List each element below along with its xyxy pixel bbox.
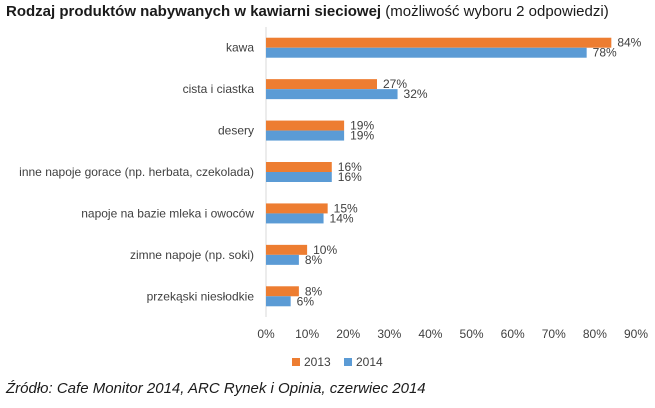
x-tick-label: 10%: [295, 327, 319, 341]
data-label: 8%: [305, 253, 323, 267]
data-label: 8%: [305, 284, 323, 298]
bar-2014: [266, 130, 345, 141]
bar-2014: [266, 296, 291, 307]
x-tick-label: 30%: [377, 327, 401, 341]
data-label: 6%: [297, 294, 315, 308]
legend-swatch-2014: [344, 358, 352, 366]
bar-2014: [266, 213, 324, 224]
category-label: zimne napoje (np. soki): [130, 248, 254, 262]
source-note: Źródło: Cafe Monitor 2014, ARC Rynek i O…: [6, 380, 426, 397]
bar-2013: [266, 120, 345, 131]
data-label: 15%: [334, 201, 358, 215]
bar-2013: [266, 37, 612, 48]
data-label: 14%: [330, 211, 354, 225]
data-label: 84%: [617, 36, 641, 50]
legend-label-2014: 2014: [356, 355, 383, 369]
bar-2014: [266, 89, 398, 100]
chart-title-note: (możliwość wyboru 2 odpowiedzi): [385, 3, 609, 20]
data-label: 16%: [338, 170, 362, 184]
chart-title: Rodzaj produktów nabywanych w kawiarni s…: [6, 3, 609, 20]
bar-2013: [266, 162, 332, 172]
category-label: kawa: [226, 41, 254, 55]
category-label: przekąski niesłodkie: [147, 289, 255, 303]
data-label: 32%: [404, 87, 428, 101]
bar-2014: [266, 47, 587, 58]
x-tick-label: 60%: [501, 327, 525, 341]
chart-title-main: Rodzaj produktów nabywanych w kawiarni s…: [6, 3, 382, 20]
category-label: napoje na bazie mleka i owoców: [81, 206, 254, 220]
bar-2013: [266, 203, 328, 214]
x-tick-label: 40%: [418, 327, 442, 341]
data-label: 78%: [593, 46, 617, 60]
x-tick-label: 90%: [624, 327, 648, 341]
data-label: 10%: [313, 243, 337, 257]
bar-2014: [266, 254, 299, 265]
bar-2014: [266, 172, 332, 182]
data-label: 19%: [350, 119, 374, 133]
x-tick-label: 50%: [460, 327, 484, 341]
category-label: cista i ciastka: [183, 82, 255, 96]
x-tick-label: 20%: [336, 327, 360, 341]
legend-swatch-2013: [292, 358, 300, 366]
data-label: 19%: [350, 129, 374, 143]
bar-2013: [266, 79, 377, 90]
bar-2013: [266, 286, 299, 297]
bar-2013: [266, 244, 308, 255]
data-label: 27%: [383, 77, 407, 91]
x-tick-label: 0%: [257, 327, 275, 341]
x-tick-label: 70%: [542, 327, 566, 341]
category-label: desery: [218, 124, 254, 138]
legend-label-2013: 2013: [304, 355, 331, 369]
data-label: 16%: [338, 160, 362, 174]
category-label: inne napoje gorace (np. herbata, czekola…: [19, 165, 254, 179]
x-tick-label: 80%: [583, 327, 607, 341]
